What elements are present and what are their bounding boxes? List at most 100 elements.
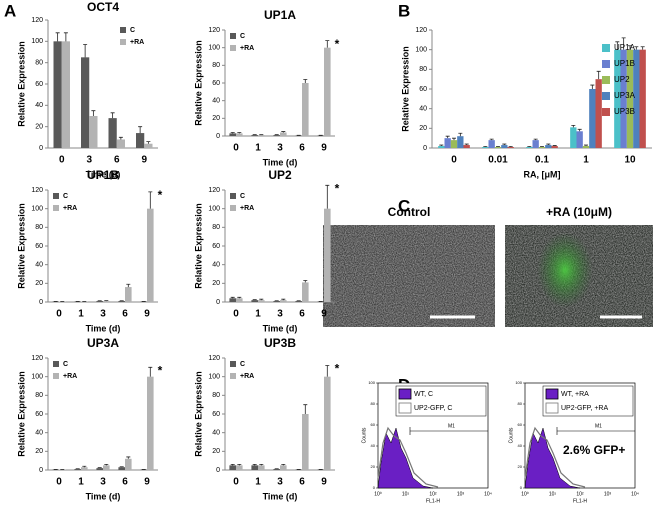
bar: [438, 146, 445, 148]
y-tick-label: 60: [371, 422, 376, 427]
y-tick-label: 100: [208, 45, 220, 52]
bar: [538, 147, 546, 148]
annotation: *: [158, 364, 163, 378]
annotation: *: [335, 362, 340, 376]
bar: [61, 41, 70, 149]
error-bar: [148, 366, 153, 377]
bar: [81, 57, 90, 149]
y-tick-label: 120: [31, 187, 43, 194]
error-bar: [452, 137, 456, 141]
bar: [576, 131, 583, 148]
y-axis-label: Relative Expression: [16, 41, 26, 127]
error-bar: [281, 131, 286, 133]
y-tick-label: 40: [35, 430, 43, 437]
x-tick-label: 3: [277, 477, 283, 488]
x-tick-label: 3: [86, 155, 92, 166]
error-bar: [584, 144, 588, 147]
bar: [463, 145, 470, 148]
legend-swatch: [230, 45, 236, 51]
bar: [89, 116, 98, 148]
bar: [488, 140, 495, 148]
y-tick-label: 0: [216, 467, 220, 474]
bar: [251, 135, 258, 136]
x-tick-label: 1: [78, 477, 84, 488]
legend-swatch: [602, 92, 610, 100]
y-tick-label: 80: [35, 60, 43, 67]
bar: [125, 287, 132, 302]
y-axis-label: Counts: [508, 427, 514, 443]
gfp-signal: [537, 232, 593, 308]
legend-label: +RA: [240, 205, 254, 212]
error-bar: [303, 404, 308, 414]
y-tick-label: 20: [35, 124, 43, 131]
x-tick-label: 0: [56, 477, 62, 488]
x-tick-label: 9: [144, 309, 150, 320]
x-tick-label: 10⁴: [631, 491, 639, 497]
y-tick-label: 100: [31, 38, 43, 45]
bar: [251, 465, 258, 470]
bar: [620, 49, 627, 148]
micrograph-texture: [323, 225, 495, 327]
bar: [302, 83, 309, 136]
annotation: 2.6% GFP+: [563, 443, 625, 457]
y-tick-label: 80: [371, 401, 376, 406]
y-tick-label: 40: [419, 106, 427, 113]
legend-label: +RA: [63, 205, 77, 212]
error-bar: [577, 128, 582, 132]
legend-label: UP2-GFP, C: [414, 405, 452, 412]
bar: [236, 133, 243, 136]
y-axis-label: Relative Expression: [16, 371, 26, 457]
y-tick-label: 40: [212, 262, 220, 269]
bar: [614, 49, 621, 148]
bar: [532, 140, 539, 148]
bar: [501, 145, 508, 148]
y-axis-label: Relative Expression: [193, 371, 203, 457]
legend-swatch: [602, 60, 610, 68]
x-axis-label: Time (d): [86, 491, 121, 501]
bar: [633, 49, 640, 148]
error-bar: [237, 296, 242, 299]
panel-label: B: [398, 1, 410, 20]
error-bar: [439, 144, 444, 147]
bar: [545, 145, 552, 148]
y-tick-label: 40: [212, 98, 220, 105]
error-bar: [252, 464, 257, 466]
bar: [108, 118, 117, 148]
y-tick-label: 0: [373, 485, 376, 490]
bar: [626, 49, 634, 148]
y-tick-label: 20: [35, 280, 43, 287]
chart-title: UP3A: [87, 336, 119, 350]
error-bar: [325, 40, 330, 48]
y-axis-label: Counts: [361, 427, 367, 443]
bar: [251, 300, 258, 302]
legend-label: UP1B: [614, 59, 635, 68]
legend-label: +RA: [240, 373, 254, 380]
bar: [229, 133, 236, 136]
x-tick-label: 3: [100, 477, 106, 488]
y-tick-label: 120: [31, 355, 43, 362]
legend-label: WT, +RA: [561, 391, 589, 398]
histogram-gfp: [524, 426, 586, 488]
y-tick-label: 80: [518, 401, 523, 406]
bar: [236, 465, 243, 470]
y-tick-label: 120: [208, 27, 220, 34]
y-tick-label: 60: [419, 86, 427, 93]
image-label: +RA (10μM): [546, 205, 612, 219]
y-tick-label: 40: [35, 102, 43, 109]
error-bar: [325, 184, 330, 209]
bar: [582, 146, 590, 148]
error-bar: [533, 138, 538, 141]
x-tick-label: 0: [56, 309, 62, 320]
x-axis-label: FL1-H: [573, 498, 587, 504]
x-tick-label: 1: [78, 309, 84, 320]
y-tick-label: 20: [212, 115, 220, 122]
legend-label: UP3A: [614, 91, 636, 100]
bar: [236, 298, 243, 302]
error-bar: [126, 283, 131, 288]
legend-swatch: [230, 33, 236, 39]
legend-label: +RA: [63, 373, 77, 380]
error-bar: [259, 464, 264, 466]
x-axis-label: Time (d): [86, 169, 121, 179]
